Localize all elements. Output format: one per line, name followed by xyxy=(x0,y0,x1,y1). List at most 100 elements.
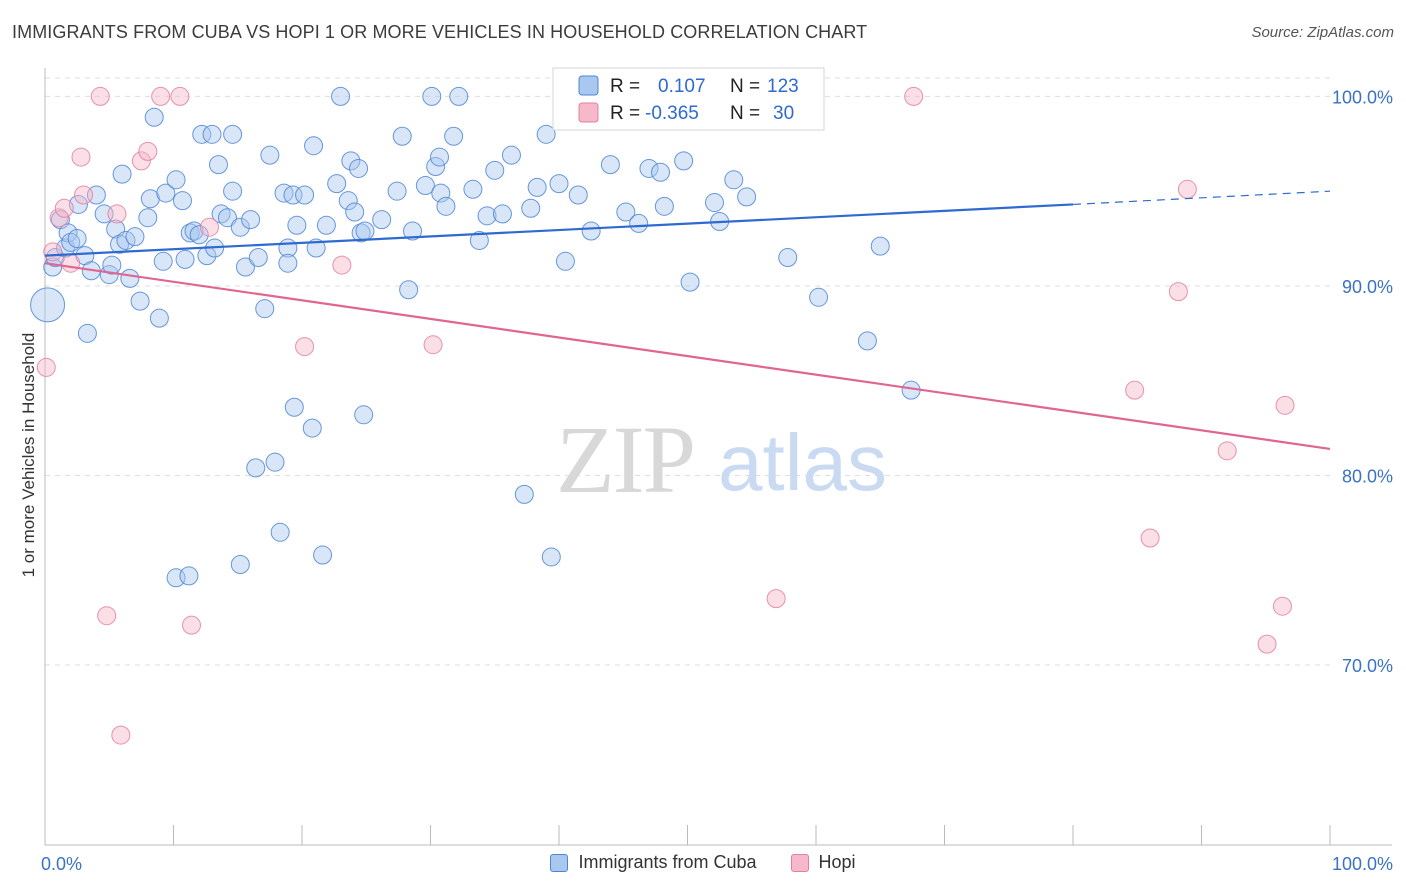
point-hopi xyxy=(97,606,117,626)
trend-line-hopi xyxy=(44,262,1331,451)
point-hopi xyxy=(1177,179,1197,199)
point-cuba xyxy=(429,147,449,167)
point-cuba xyxy=(349,158,369,178)
legend-r-value-cuba: 0.107 xyxy=(658,76,706,97)
point-cuba xyxy=(306,238,326,258)
point-hopi xyxy=(111,725,131,745)
point-cuba xyxy=(175,249,195,269)
point-cuba xyxy=(444,126,464,146)
point-cuba xyxy=(549,174,569,194)
point-cuba xyxy=(809,287,829,307)
point-cuba xyxy=(287,215,307,235)
point-cuba xyxy=(541,547,561,567)
point-cuba xyxy=(654,196,674,216)
watermark: ZIP atlas xyxy=(556,406,887,513)
point-hopi xyxy=(107,204,127,224)
point-cuba xyxy=(77,323,97,343)
point-cuba xyxy=(372,210,392,230)
point-hopi xyxy=(170,86,190,106)
point-cuba xyxy=(156,183,176,203)
point-cuba xyxy=(870,236,890,256)
point-cuba xyxy=(255,299,275,319)
point-cuba xyxy=(426,157,446,177)
legend-r-value-hopi: -0.365 xyxy=(645,103,699,124)
point-cuba xyxy=(112,164,132,184)
y-tick-label: 80.0% xyxy=(1342,466,1393,486)
point-cuba xyxy=(345,202,365,222)
point-cuba xyxy=(153,251,173,271)
point-cuba xyxy=(304,136,324,156)
point-hopi xyxy=(199,217,219,237)
point-cuba xyxy=(192,124,212,144)
point-cuba xyxy=(477,206,497,226)
point-cuba xyxy=(230,555,250,575)
point-cuba xyxy=(166,170,186,190)
point-cuba xyxy=(235,257,255,277)
point-cuba xyxy=(30,287,66,323)
y-tick-label: 70.0% xyxy=(1342,656,1393,676)
point-cuba xyxy=(102,255,122,275)
point-cuba xyxy=(341,151,361,171)
point-cuba xyxy=(144,107,164,127)
point-hopi xyxy=(49,208,69,228)
point-cuba xyxy=(568,185,588,205)
legend-n-value-cuba: 123 xyxy=(767,76,799,97)
point-cuba xyxy=(387,181,407,201)
point-cuba xyxy=(278,253,298,273)
point-hopi xyxy=(43,242,63,262)
axes xyxy=(44,68,1392,846)
series-legend-item-cuba: Immigrants from Cuba xyxy=(550,852,757,873)
point-hopi xyxy=(766,589,786,609)
point-cuba xyxy=(536,124,556,144)
point-cuba xyxy=(600,155,620,175)
point-cuba xyxy=(125,227,145,247)
point-hopi xyxy=(71,147,91,167)
point-cuba xyxy=(138,208,158,228)
point-cuba xyxy=(469,230,489,250)
point-cuba xyxy=(514,484,534,504)
point-cuba xyxy=(778,248,798,268)
point-hopi xyxy=(1257,634,1277,654)
y-axis-title: 1 or more Vehicles in Household xyxy=(19,333,38,578)
data-points xyxy=(30,86,1295,745)
point-hopi xyxy=(1140,528,1160,548)
point-hopi xyxy=(1168,282,1188,302)
point-cuba xyxy=(501,145,521,165)
point-hopi xyxy=(904,86,924,106)
tick-labels: 70.0% 80.0% 90.0% 100.0% 0.0% 100.0% xyxy=(41,87,1393,874)
point-cuba xyxy=(202,124,222,144)
point-cuba xyxy=(639,158,659,178)
point-cuba xyxy=(302,418,322,438)
point-hopi xyxy=(1217,441,1237,461)
point-cuba xyxy=(120,268,140,288)
series-legend-item-hopi: Hopi xyxy=(790,852,856,873)
point-cuba xyxy=(857,331,877,351)
point-cuba xyxy=(521,198,541,218)
point-hopi xyxy=(138,141,158,161)
legend-n-value-hopi: 30 xyxy=(773,103,794,124)
point-hopi xyxy=(1125,380,1145,400)
point-cuba xyxy=(737,187,757,207)
point-cuba xyxy=(217,208,237,228)
trend-line-cuba-extension xyxy=(1072,190,1331,206)
point-hopi xyxy=(131,151,151,171)
legend-r-label-cuba: R = xyxy=(610,76,640,97)
point-cuba xyxy=(492,204,512,224)
point-cuba xyxy=(674,151,694,171)
legend-r-label-hopi: R = xyxy=(610,103,640,124)
point-hopi xyxy=(181,615,201,635)
chart-title: IMMIGRANTS FROM CUBA VS HOPI 1 OR MORE V… xyxy=(12,22,868,42)
point-cuba xyxy=(270,522,290,542)
point-cuba xyxy=(265,452,285,472)
point-cuba xyxy=(355,221,375,241)
point-cuba xyxy=(248,248,268,268)
point-cuba xyxy=(68,194,88,214)
point-cuba xyxy=(230,217,250,237)
point-cuba xyxy=(331,86,351,106)
point-hopi xyxy=(54,198,74,218)
x-tick-label-max: 100.0% xyxy=(1332,854,1393,874)
legend-swatch-hopi xyxy=(578,102,599,123)
point-cuba xyxy=(399,280,419,300)
point-cuba xyxy=(130,291,150,311)
series-legend: Immigrants from Cuba Hopi xyxy=(0,852,1406,873)
